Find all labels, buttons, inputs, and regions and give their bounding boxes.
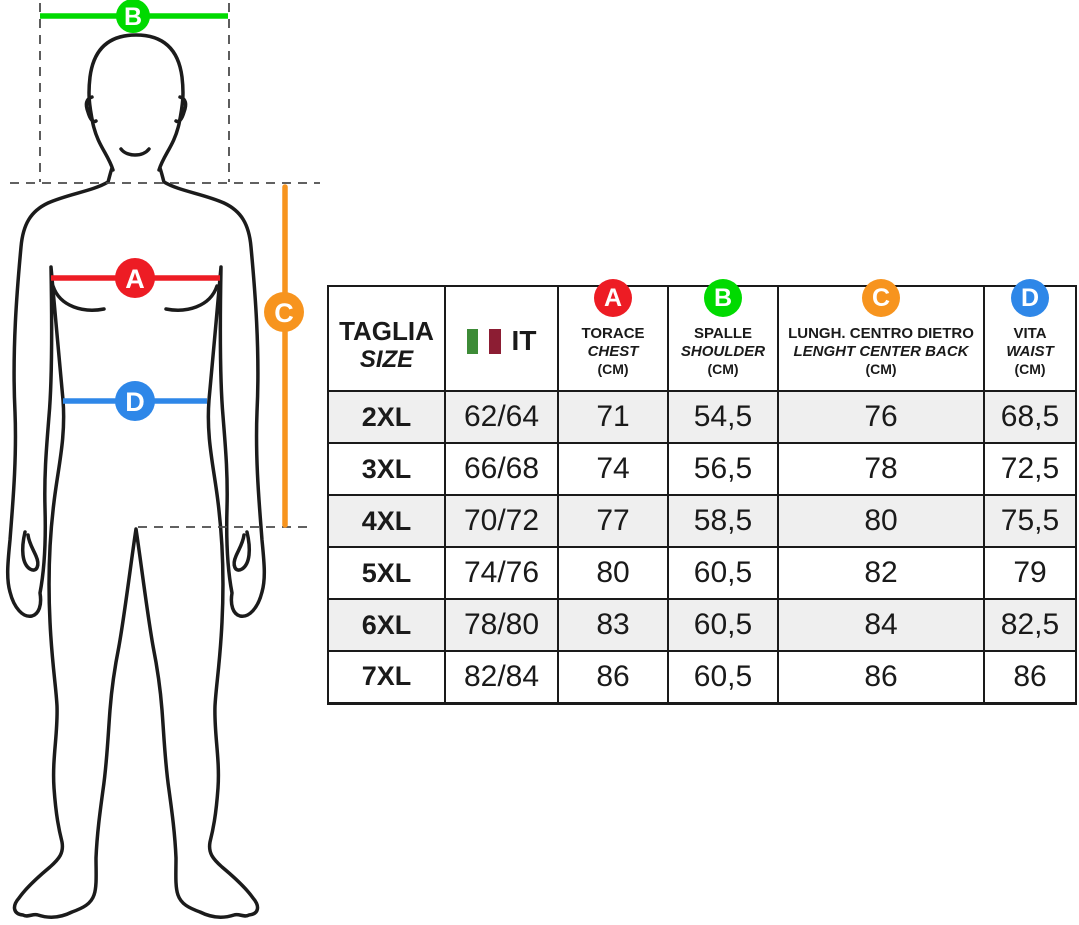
diagram-badge-a-letter: A	[125, 264, 145, 294]
ear-right	[174, 95, 188, 124]
header-taglia-size: TAGLIA SIZE	[327, 285, 446, 392]
cell-size: 3XL	[327, 442, 446, 496]
header-chest: A TORACE CHEST (CM)	[557, 279, 669, 392]
table-row: 3XL 66/68 74 56,5 78 72,5	[327, 442, 1077, 496]
cell-waist: 68,5	[983, 390, 1077, 444]
table-row: 4XL 70/72 77 58,5 80 75,5	[327, 494, 1077, 548]
cell-size: 6XL	[327, 598, 446, 652]
size-table: TAGLIA SIZE IT A	[327, 279, 1077, 705]
header-shoulder-en: SHOULDER	[680, 343, 766, 360]
header-row: TAGLIA SIZE IT A	[327, 279, 1077, 392]
body-measurement-diagram: B A C D	[5, 0, 320, 919]
body-outline	[5, 33, 267, 919]
italy-flag-icon	[466, 328, 501, 354]
header-waist-it: VITA	[1013, 325, 1047, 342]
header-shoulder: B SPALLE SHOULDER (CM)	[667, 279, 779, 392]
badge-a: A	[594, 279, 632, 317]
diagram-badge-d-letter: D	[125, 387, 145, 417]
badge-d: D	[1011, 279, 1049, 317]
size-label: SIZE	[359, 346, 414, 373]
cell-shoulder: 56,5	[667, 442, 779, 496]
cell-shoulder: 60,5	[667, 650, 779, 704]
cell-size: 5XL	[327, 546, 446, 600]
diagram-badge-d: D	[115, 381, 155, 421]
diagram-badge-b-letter: B	[124, 3, 142, 31]
diagram-badge-c-letter: C	[274, 298, 294, 328]
cell-waist: 86	[983, 650, 1077, 704]
cell-it: 74/76	[444, 546, 559, 600]
header-center-back: C LUNGH. CENTRO DIETRO LENGHT CENTER BAC…	[777, 279, 985, 392]
cell-chest: 77	[557, 494, 669, 548]
cell-back: 84	[777, 598, 985, 652]
table-row: 2XL 62/64 71 54,5 76 68,5	[327, 390, 1077, 444]
cell-shoulder: 58,5	[667, 494, 779, 548]
pec-line-right	[164, 284, 219, 312]
header-waist-unit: (CM)	[1014, 361, 1046, 377]
header-chest-en: CHEST	[587, 343, 639, 360]
cell-waist: 79	[983, 546, 1077, 600]
cell-back: 76	[777, 390, 985, 444]
diagram-badge-a: A	[115, 258, 155, 298]
cell-chest: 71	[557, 390, 669, 444]
chin-line	[119, 147, 151, 157]
cell-shoulder: 60,5	[667, 598, 779, 652]
header-waist-en: WAIST	[1006, 343, 1054, 360]
cell-chest: 86	[557, 650, 669, 704]
header-center-back-en: LENGHT CENTER BACK	[793, 343, 969, 360]
cell-waist: 82,5	[983, 598, 1077, 652]
cell-chest: 74	[557, 442, 669, 496]
header-center-back-unit: (CM)	[865, 361, 897, 377]
cell-chest: 83	[557, 598, 669, 652]
diagram-badge-c: C	[264, 292, 304, 332]
cell-waist: 72,5	[983, 442, 1077, 496]
torso-limbs-outline	[5, 166, 267, 919]
taglia-label: TAGLIA	[339, 316, 434, 346]
it-label: IT	[511, 325, 537, 356]
cell-it: 82/84	[444, 650, 559, 704]
header-country-it: IT	[444, 285, 559, 392]
table-row: 7XL 82/84 86 60,5 86 86	[327, 650, 1077, 704]
badge-b: B	[704, 279, 742, 317]
cell-shoulder: 60,5	[667, 546, 779, 600]
cell-back: 86	[777, 650, 985, 704]
ear-left	[84, 95, 98, 124]
cell-it: 78/80	[444, 598, 559, 652]
cell-it: 62/64	[444, 390, 559, 444]
header-center-back-it: LUNGH. CENTRO DIETRO	[788, 325, 974, 342]
thumb-right	[232, 530, 252, 572]
cell-shoulder: 54,5	[667, 390, 779, 444]
header-chest-unit: (CM)	[597, 361, 629, 377]
head-outline	[87, 33, 185, 172]
cell-it: 66/68	[444, 442, 559, 496]
cell-size: 4XL	[327, 494, 446, 548]
diagram-badge-b: B	[116, 0, 150, 33]
cell-it: 70/72	[444, 494, 559, 548]
header-waist: D VITA WAIST (CM)	[983, 279, 1077, 392]
cell-back: 78	[777, 442, 985, 496]
cell-chest: 80	[557, 546, 669, 600]
header-chest-it: TORACE	[581, 325, 645, 342]
cell-back: 80	[777, 494, 985, 548]
cell-size: 2XL	[327, 390, 446, 444]
header-shoulder-it: SPALLE	[693, 325, 753, 342]
cell-back: 82	[777, 546, 985, 600]
cell-size: 7XL	[327, 650, 446, 704]
pec-line-left	[51, 284, 106, 312]
header-shoulder-unit: (CM)	[707, 361, 739, 377]
table-row: 6XL 78/80 83 60,5 84 82,5	[327, 598, 1077, 652]
table-row: 5XL 74/76 80 60,5 82 79	[327, 546, 1077, 600]
thumb-left	[20, 530, 40, 572]
cell-waist: 75,5	[983, 494, 1077, 548]
dashed-guides	[10, 3, 320, 528]
badge-c: C	[862, 279, 900, 317]
